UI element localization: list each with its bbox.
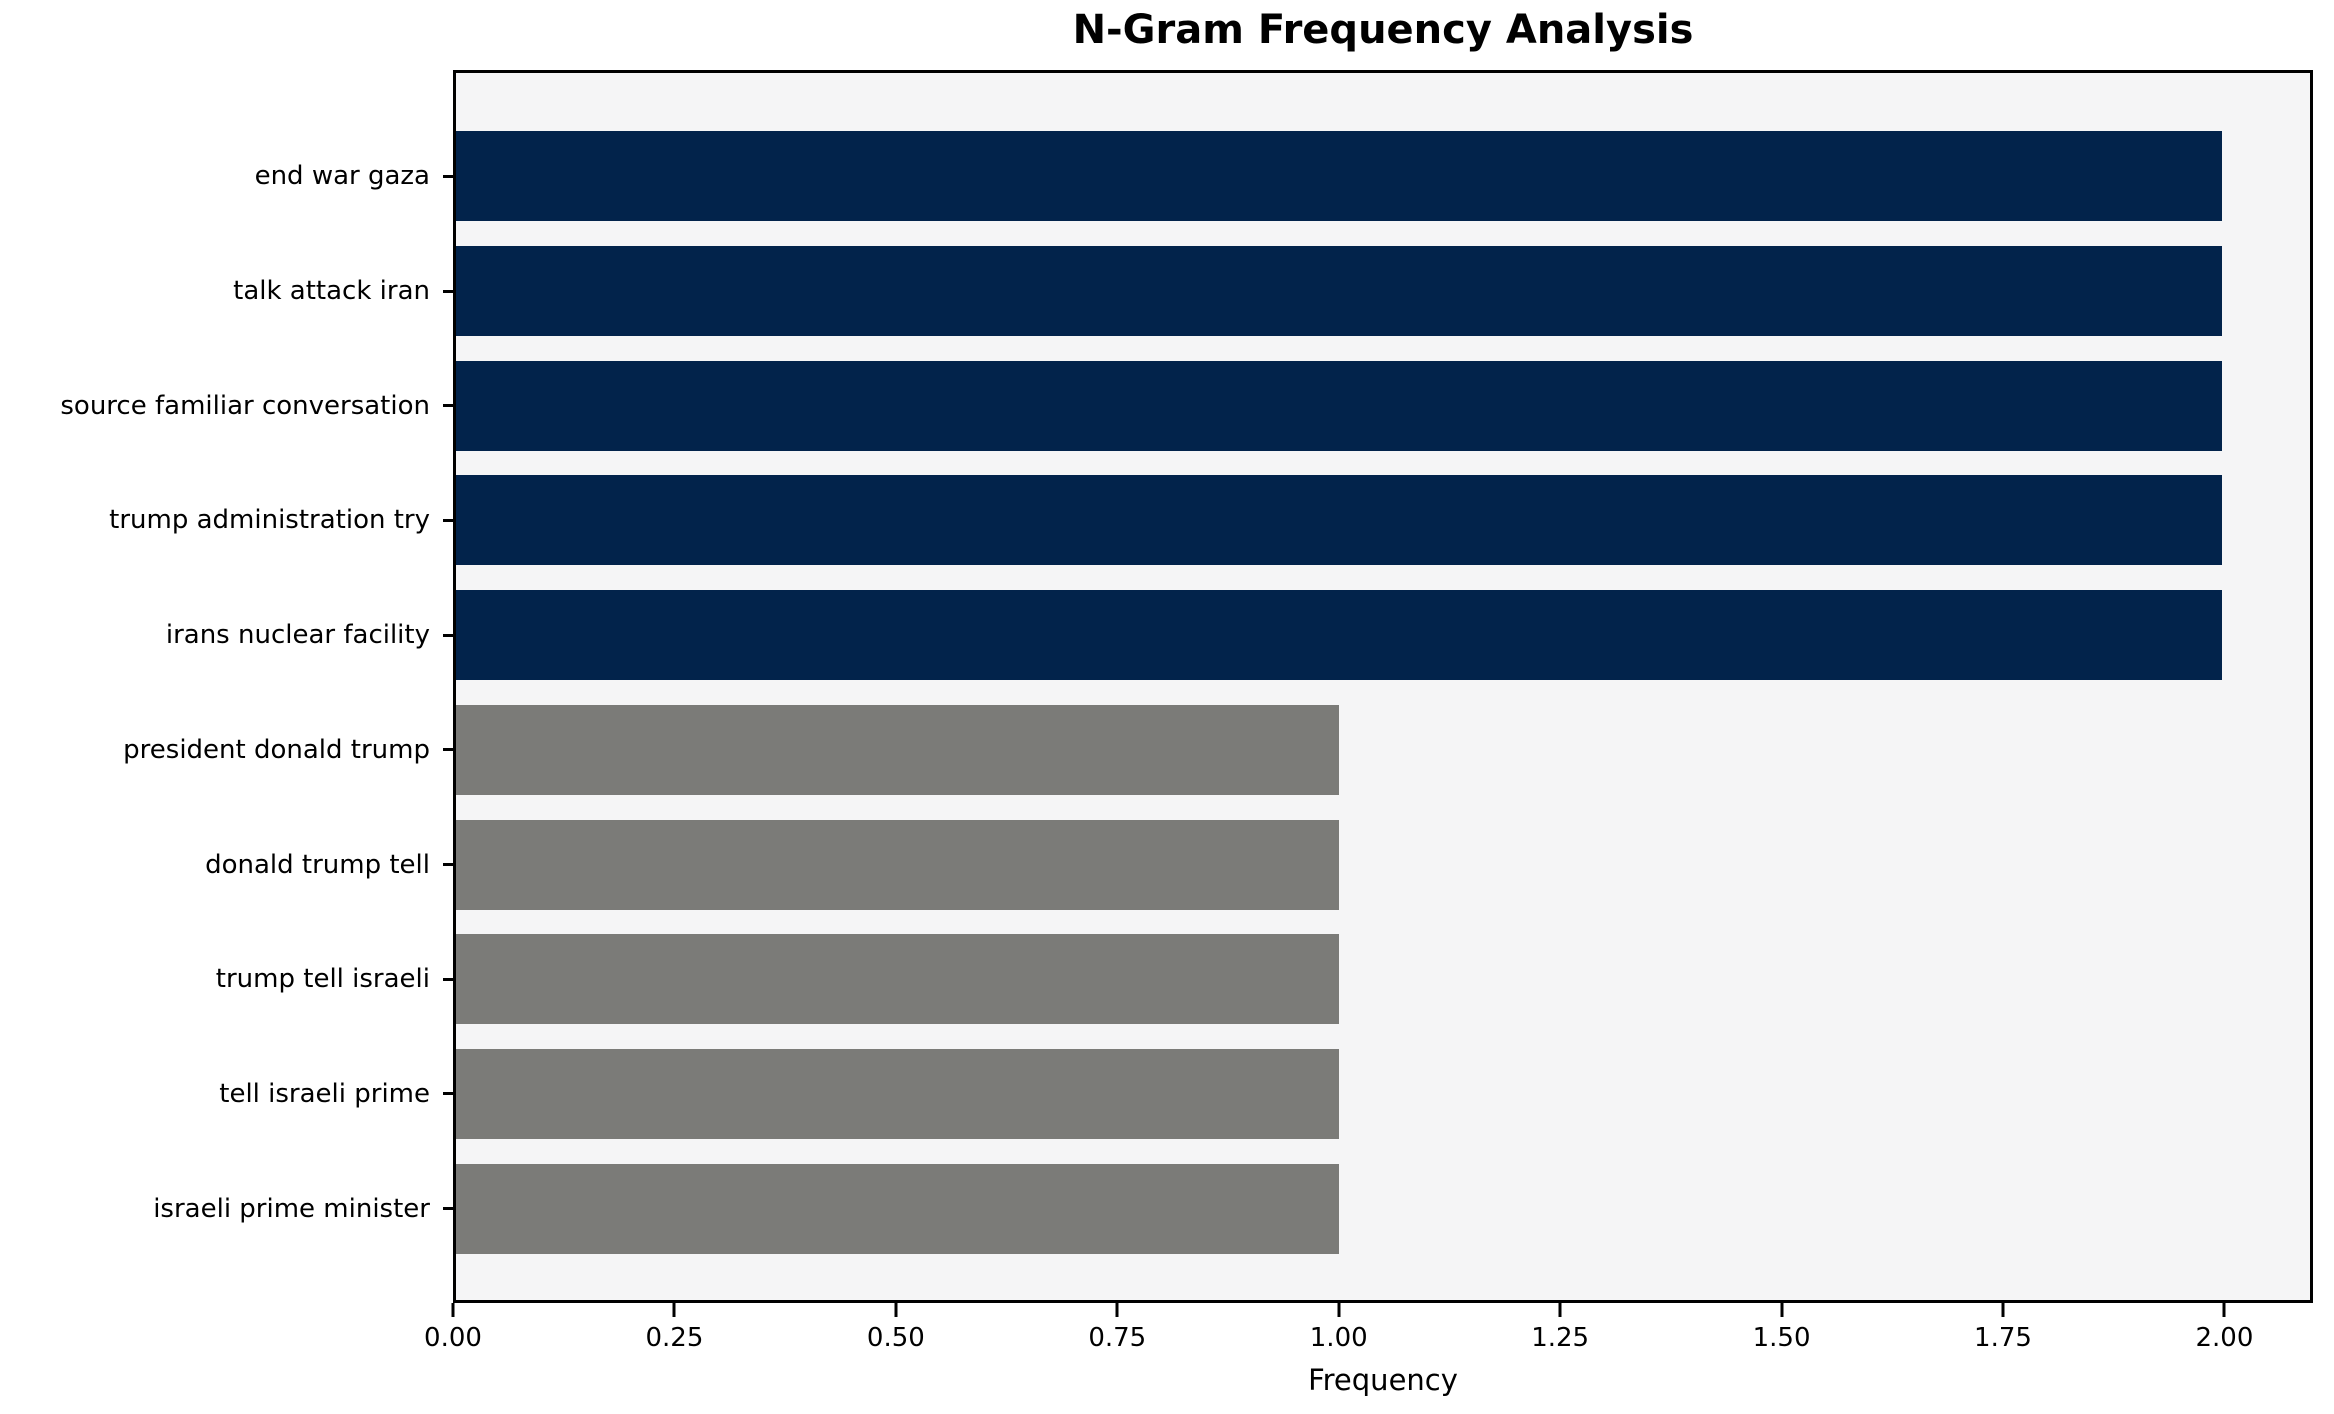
y-tick-mark	[443, 633, 453, 637]
x-tick-label: 0.25	[645, 1323, 704, 1353]
y-axis-row: tell israeli prime	[0, 1037, 453, 1152]
bar-row	[456, 119, 2310, 234]
y-axis-row: donald trump tell	[0, 807, 453, 922]
y-tick-label: tell israeli prime	[219, 1078, 430, 1109]
y-axis-row: talk attack iran	[0, 234, 453, 349]
x-tick-mark	[1115, 1303, 1119, 1317]
y-tick-mark	[443, 289, 453, 293]
bar	[456, 704, 1339, 795]
bar	[456, 131, 2222, 222]
x-tick-label: 1.25	[1531, 1323, 1590, 1353]
y-tick-label: trump tell israeli	[215, 964, 430, 995]
chart-title: N-Gram Frequency Analysis	[1072, 7, 1694, 53]
x-tick-mark	[1780, 1303, 1784, 1317]
bar-row	[456, 693, 2310, 808]
plot-area	[453, 70, 2313, 1303]
y-tick-mark	[443, 977, 453, 981]
y-tick-mark	[443, 748, 453, 752]
bar-row	[456, 922, 2310, 1037]
x-tick-label: 1.75	[1974, 1323, 2032, 1353]
y-tick-mark	[443, 1207, 453, 1211]
y-axis: end war gaza talk attack iran source famil…	[0, 70, 453, 1303]
bar	[456, 819, 1339, 910]
x-tick-mark	[451, 1303, 455, 1317]
x-tick-label: 0.00	[424, 1323, 482, 1353]
y-tick-label: trump administration try	[109, 505, 430, 536]
bar-row	[456, 1151, 2310, 1266]
y-tick-mark	[443, 518, 453, 522]
y-tick-label: irans nuclear facility	[165, 620, 430, 651]
x-axis-title: Frequency	[1308, 1363, 1458, 1397]
y-tick-label: source familiar conversation	[60, 390, 430, 421]
bar	[456, 246, 2222, 337]
x-tick-mark	[2001, 1303, 2005, 1317]
y-axis-row: israeli prime minister	[0, 1151, 453, 1266]
y-tick-label: end war gaza	[254, 161, 430, 192]
bar	[456, 360, 2222, 451]
x-tick-label: 0.75	[1088, 1323, 1147, 1353]
y-axis-row: source familiar conversation	[0, 348, 453, 463]
bar	[456, 590, 2222, 681]
y-tick-label: president donald trump	[123, 734, 430, 765]
x-tick-mark	[894, 1303, 898, 1317]
x-tick-mark	[2222, 1303, 2226, 1317]
x-tick-label: 2.00	[2195, 1323, 2254, 1353]
bar	[456, 1048, 1339, 1139]
bar-row	[456, 807, 2310, 922]
y-tick-mark	[443, 1092, 453, 1096]
bars-container	[456, 73, 2310, 1300]
y-tick-mark	[443, 174, 453, 178]
x-tick-label: 1.00	[1309, 1323, 1368, 1353]
y-axis-row: president donald trump	[0, 693, 453, 808]
y-axis-row: trump administration try	[0, 463, 453, 578]
y-tick-mark	[443, 863, 453, 867]
bar-row	[456, 463, 2310, 578]
bar-row	[456, 348, 2310, 463]
x-tick-mark	[1558, 1303, 1562, 1317]
x-tick-label: 1.50	[1752, 1323, 1811, 1353]
y-tick-label: donald trump tell	[205, 849, 430, 880]
bar-row	[456, 1037, 2310, 1152]
y-tick-label: israeli prime minister	[153, 1193, 430, 1224]
y-tick-mark	[443, 404, 453, 408]
y-tick-label: talk attack iran	[233, 276, 430, 307]
bar	[456, 475, 2222, 566]
bar-row	[456, 578, 2310, 693]
x-axis: 0.00 0.25 0.50 0.75 1.00 1.25 1.50 1.75 2.00	[424, 1303, 2313, 1373]
x-tick-label: 0.50	[866, 1323, 925, 1353]
bar-row	[456, 234, 2310, 349]
x-tick-mark	[672, 1303, 676, 1317]
y-axis-row: irans nuclear facility	[0, 578, 453, 693]
bar	[456, 934, 1339, 1025]
x-tick-mark	[1337, 1303, 1341, 1317]
y-axis-row: trump tell israeli	[0, 922, 453, 1037]
bar	[456, 1163, 1339, 1254]
y-axis-row: end war gaza	[0, 119, 453, 234]
